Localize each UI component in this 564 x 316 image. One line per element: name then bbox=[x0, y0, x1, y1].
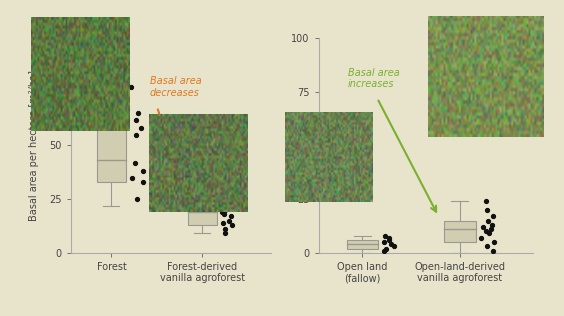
Bar bbox=[347, 240, 378, 248]
Bar bbox=[444, 221, 475, 242]
Y-axis label: Basal area per hectare [m²/ha]: Basal area per hectare [m²/ha] bbox=[29, 70, 39, 221]
Text: Basal area
decreases: Basal area decreases bbox=[149, 76, 201, 98]
Bar bbox=[97, 128, 126, 182]
Text: Basal area
increases: Basal area increases bbox=[348, 68, 400, 89]
Bar bbox=[188, 205, 217, 225]
